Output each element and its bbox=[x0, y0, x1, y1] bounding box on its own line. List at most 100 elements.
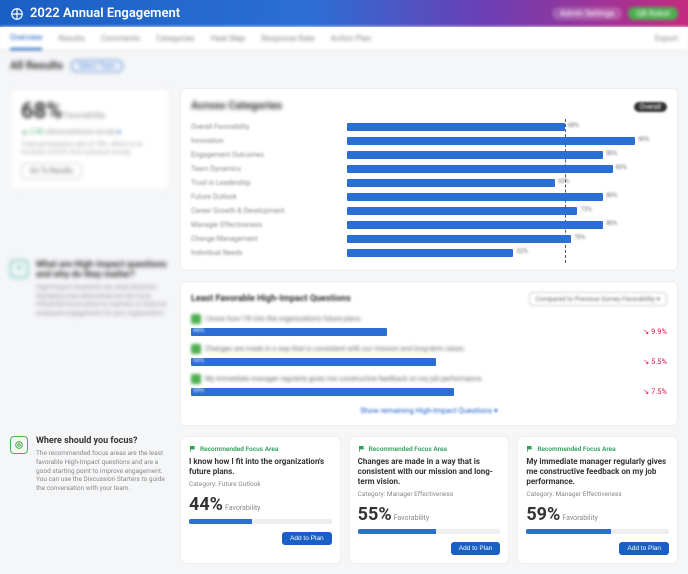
category-row: Manager Effectiveness 80% bbox=[191, 218, 667, 232]
category-label: Engagement Outcomes bbox=[191, 151, 341, 159]
add-to-plan-button[interactable]: Add to Plan bbox=[619, 542, 669, 555]
select-team-button[interactable]: Select Team bbox=[71, 60, 123, 72]
focus-row: Where should you focus? The recommended … bbox=[0, 436, 688, 574]
category-bar bbox=[347, 165, 613, 173]
left-column: 68%Favorability ▲ 2.4% above previous su… bbox=[10, 88, 170, 426]
flag-icon bbox=[358, 445, 366, 453]
app-header: 2022 Annual Engagement Admin Settings QB… bbox=[0, 0, 688, 27]
header-badge[interactable]: Admin Settings bbox=[552, 7, 622, 20]
category-value: 72% bbox=[581, 206, 592, 213]
category-label: Individual Needs bbox=[191, 249, 341, 257]
question-icon bbox=[10, 260, 28, 278]
lf-bar-track: 59% bbox=[191, 388, 637, 396]
focus-card: Recommended Focus AreaChanges are made i… bbox=[349, 436, 510, 564]
favorability-label: Favorability bbox=[65, 111, 106, 120]
category-bar-track: 52% bbox=[347, 249, 667, 257]
lf-bar bbox=[191, 358, 436, 366]
category-value: 65% bbox=[558, 178, 569, 185]
lf-question: I know how I fit into the organization's… bbox=[205, 315, 667, 323]
lf-compare-dropdown[interactable]: Compared to Previous Survey Favorability… bbox=[529, 292, 667, 306]
category-label: Trust in Leadership bbox=[191, 179, 341, 187]
focus-bar-track bbox=[189, 519, 332, 524]
category-label: Manager Effectiveness bbox=[191, 221, 341, 229]
category-bar-track: 90% bbox=[347, 137, 667, 145]
category-bar bbox=[347, 123, 565, 131]
tab-response[interactable]: Response Rate bbox=[261, 28, 314, 49]
tab-categories[interactable]: Categories bbox=[156, 28, 195, 49]
category-label: Team Dynamics bbox=[191, 165, 341, 173]
lf-delta: ↘ 7.5% bbox=[643, 387, 667, 396]
add-to-plan-button[interactable]: Add to Plan bbox=[282, 532, 332, 545]
export-link[interactable]: Export bbox=[655, 34, 678, 43]
favorability-pct: 68% bbox=[21, 99, 63, 124]
focus-category: Category: Manager Effectiveness bbox=[358, 490, 501, 498]
header-badges: Admin Settings QB Robot bbox=[552, 7, 678, 20]
category-row: Team Dynamics 83% bbox=[191, 162, 667, 176]
tab-results[interactable]: Results bbox=[58, 28, 84, 49]
focus-pct: 44% bbox=[189, 494, 223, 515]
recommended-tag: Recommended Focus Area bbox=[358, 445, 501, 453]
category-row: Career Growth & Development 72% bbox=[191, 204, 667, 218]
tab-bar: Overview Results Comments Categories Hea… bbox=[0, 27, 688, 51]
header-badge[interactable]: QB Robot bbox=[628, 7, 678, 20]
category-row: Change Management70% bbox=[191, 232, 667, 246]
tab-overview[interactable]: Overview bbox=[10, 27, 42, 50]
main-content: 68%Favorability ▲ 2.4% above previous su… bbox=[0, 78, 688, 436]
category-bar-track: 80% bbox=[347, 221, 667, 229]
go-to-results-button[interactable]: Go To Results bbox=[21, 163, 82, 179]
category-bar-track: 72% bbox=[347, 207, 667, 215]
category-bar-track: 70% bbox=[347, 235, 667, 243]
focus-bar bbox=[358, 529, 436, 534]
category-bar bbox=[347, 207, 577, 215]
category-bar-track: 80% bbox=[347, 193, 667, 201]
category-row: Future Outlook 80% bbox=[191, 190, 667, 204]
lf-bar-pct: 55% bbox=[193, 357, 204, 364]
category-bar bbox=[347, 221, 603, 229]
lf-bar-pct: 44% bbox=[193, 327, 204, 334]
focus-title: Where should you focus? bbox=[36, 436, 170, 446]
tab-action[interactable]: Action Plan bbox=[331, 28, 372, 49]
focus-body: The recommended focus areas are the leas… bbox=[36, 449, 170, 493]
high-impact-info: What are High-Impact questions and why d… bbox=[10, 260, 170, 318]
right-column: Across Categories Overall Overall Favora… bbox=[180, 88, 678, 426]
category-bar-track: 83% bbox=[347, 165, 667, 173]
focus-category: Category: Future Outlook bbox=[189, 480, 332, 488]
category-label: Innovation bbox=[191, 137, 341, 145]
category-label: Future Outlook bbox=[191, 193, 341, 201]
category-bar bbox=[347, 249, 513, 257]
focus-pct-label: Favorability bbox=[225, 504, 261, 512]
focus-bar bbox=[189, 519, 252, 524]
category-bar-track: 65% bbox=[347, 179, 667, 187]
lf-bar-track: 55% bbox=[191, 358, 637, 366]
favorability-delta: ▲ 2.4% above previous survey ● bbox=[21, 128, 159, 136]
tab-comments[interactable]: Comments bbox=[101, 28, 140, 49]
lf-item: My immediate manager regularly gives me … bbox=[191, 374, 667, 396]
lf-bar bbox=[191, 328, 387, 336]
lf-show-more-link[interactable]: Show remaining High-Impact Questions ▾ bbox=[191, 406, 667, 415]
category-value: 52% bbox=[517, 248, 528, 255]
category-row: Overall Favorability68% bbox=[191, 120, 667, 134]
recommended-tag: Recommended Focus Area bbox=[189, 445, 332, 453]
category-row: Individual Needs 52% bbox=[191, 246, 667, 260]
tab-heatmap[interactable]: Heat Map bbox=[211, 28, 246, 49]
focus-category: Category: Manager Effectiveness bbox=[526, 490, 669, 498]
lf-bar-track: 44% bbox=[191, 328, 637, 336]
add-to-plan-button[interactable]: Add to Plan bbox=[451, 542, 501, 555]
focus-bar bbox=[526, 529, 610, 534]
all-results-title: All Results bbox=[10, 59, 63, 72]
lf-item: Changes are made in a way that is consis… bbox=[191, 344, 667, 366]
recommended-tag: Recommended Focus Area bbox=[526, 445, 669, 453]
least-favorable-card: Least Favorable High-Impact Questions Co… bbox=[180, 281, 678, 426]
category-label: Career Growth & Development bbox=[191, 207, 341, 215]
category-value: 90% bbox=[638, 136, 649, 143]
category-value: 80% bbox=[606, 192, 617, 199]
focus-pct-label: Favorability bbox=[394, 514, 430, 522]
check-icon bbox=[191, 314, 201, 324]
focus-card: Recommended Focus AreaMy immediate manag… bbox=[517, 436, 678, 564]
focus-question: I know how I fit into the organization's… bbox=[189, 457, 332, 477]
category-row: Innovation 90% bbox=[191, 134, 667, 148]
category-value: 70% bbox=[574, 234, 585, 241]
focus-cards: Recommended Focus Area I know how I fit i… bbox=[180, 436, 678, 564]
lf-header: Least Favorable High-Impact Questions Co… bbox=[191, 292, 667, 306]
focus-info: Where should you focus? The recommended … bbox=[10, 436, 170, 493]
